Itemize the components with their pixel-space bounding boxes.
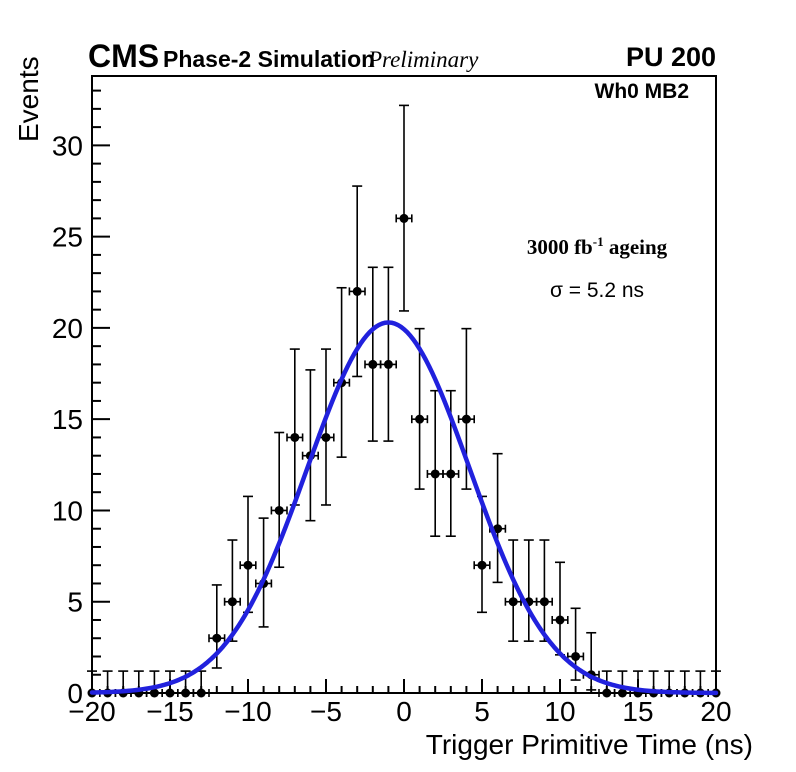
chart-layer: −20 −15 −10 −5 0 5 10 15 20 0 5 10 15 20 25 30 (52, 75, 732, 727)
chamber-label: Wh0 MB2 (594, 80, 690, 103)
data-point-marker (181, 688, 191, 698)
x-tick-label: −15 (146, 696, 194, 727)
data-point-marker (461, 414, 471, 424)
x-tick-label: 0 (396, 696, 412, 727)
data-point-marker (352, 286, 362, 296)
data-point-marker (555, 615, 565, 625)
data-point-marker (415, 414, 425, 424)
data-point-marker (368, 359, 378, 369)
fit-curve (89, 320, 719, 696)
data-point-marker (321, 432, 331, 442)
data-point-marker (399, 213, 409, 223)
data-point-marker (149, 688, 159, 698)
data-point-marker (617, 688, 627, 698)
lumi-ageing-suffix: ageing (603, 235, 668, 259)
lumi-ageing-label: 3000 fb-1 ageing (447, 235, 747, 258)
data-point-marker (539, 597, 549, 607)
data-point-marker (430, 469, 440, 479)
x-tick-label: −20 (68, 696, 116, 727)
y-tick-label: 20 (52, 313, 83, 344)
y-tick-label: 30 (52, 130, 83, 161)
x-tick-label: 5 (474, 696, 490, 727)
x-tick-label: −5 (310, 696, 342, 727)
cms-logo-label: CMS (88, 38, 160, 74)
x-tick-label: 10 (544, 696, 575, 727)
pileup-label: PU 200 (625, 42, 716, 72)
data-point-marker (274, 505, 284, 515)
data-point-marker (602, 688, 612, 698)
data-point-marker (227, 597, 237, 607)
x-tick-label: 20 (700, 696, 731, 727)
data-point-marker (243, 560, 253, 570)
y-tick-label: 25 (52, 222, 83, 253)
phase2-simulation-label: Phase-2 Simulation (163, 46, 376, 72)
data-point-marker (477, 560, 487, 570)
data-point-marker (290, 432, 300, 442)
preliminary-label: Preliminary (368, 47, 479, 72)
data-point-marker (165, 688, 175, 698)
lumi-ageing-prefix: 3000 fb (526, 235, 593, 259)
lumi-ageing-superscript: -1 (592, 234, 604, 249)
data-point-marker (493, 524, 503, 534)
y-tick-label: 15 (52, 404, 83, 435)
x-tick-label: −10 (224, 696, 272, 727)
x-tick-label: 15 (622, 696, 653, 727)
y-axis-title: Events (13, 56, 44, 142)
data-point-marker (196, 688, 206, 698)
data-point-marker (446, 469, 456, 479)
fit-sigma-label: σ = 5.2 ns (549, 279, 645, 302)
data-point-marker (508, 597, 518, 607)
x-axis-title: Trigger Primitive Time (ns) (426, 729, 753, 760)
data-point-marker (571, 651, 581, 661)
data-point-marker (212, 633, 222, 643)
data-point-marker (383, 359, 393, 369)
y-tick-label: 0 (67, 678, 83, 709)
y-tick-label: 10 (52, 495, 83, 526)
y-tick-label: 5 (67, 587, 83, 618)
